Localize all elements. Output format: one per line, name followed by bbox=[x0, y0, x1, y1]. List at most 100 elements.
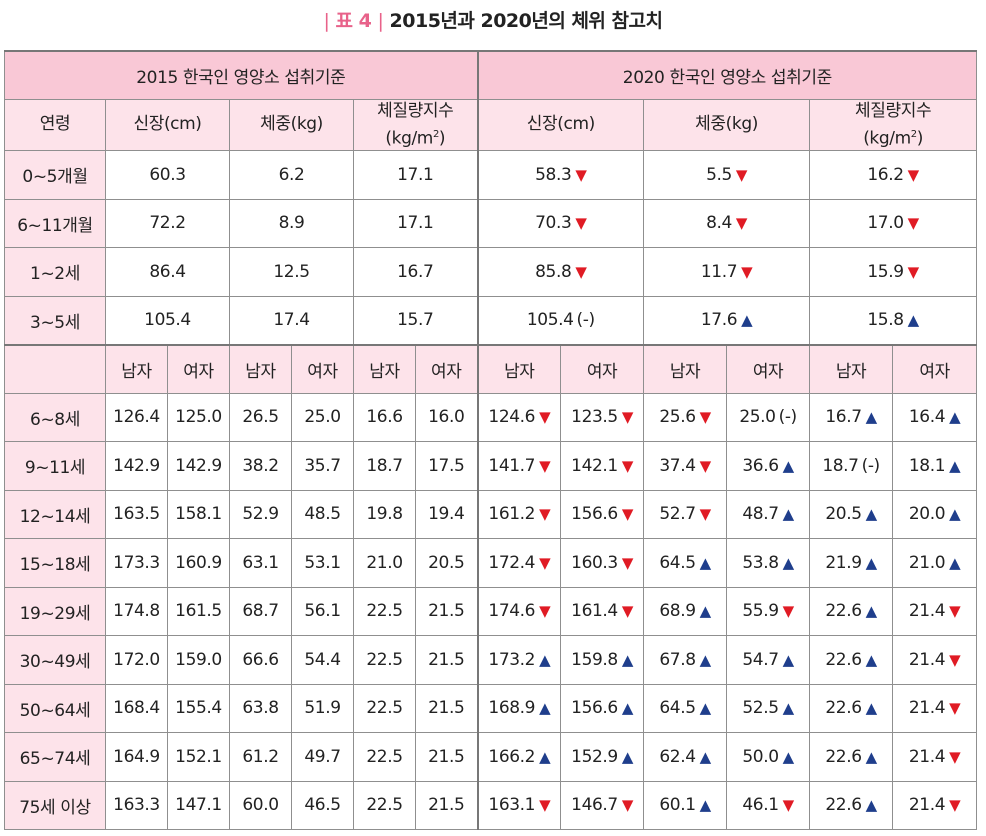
weight-male-2020-cell: 52.7 ▼ bbox=[643, 489, 728, 540]
up-triangle-icon: ▲ bbox=[949, 408, 961, 427]
bmi-male-2020-cell: 20.5 ▲ bbox=[809, 489, 894, 540]
cell-value: 25.0 bbox=[739, 407, 776, 428]
down-triangle-icon: ▼ bbox=[949, 747, 961, 766]
cell-value: 52.7 bbox=[659, 504, 696, 525]
height-male-2015-cell: 173.3 bbox=[105, 538, 168, 588]
cell-value: 54.4 bbox=[304, 649, 341, 670]
height-female-2020-cell: 156.6 ▲ bbox=[560, 683, 645, 734]
cell-value: 21.5 bbox=[428, 601, 465, 622]
bmi-male-2020-cell: 22.6 ▲ bbox=[809, 586, 894, 637]
cell-value: 17.4 bbox=[273, 310, 310, 331]
down-triangle-icon: ▼ bbox=[575, 262, 587, 281]
height-male-2020-cell: 161.2 ▼ bbox=[476, 489, 562, 540]
bmi-male-2020-cell: 22.6 ▲ bbox=[809, 635, 894, 685]
down-triangle-icon: ▼ bbox=[782, 602, 795, 621]
down-triangle-icon: ▼ bbox=[539, 456, 551, 475]
height-female-2015-cell: 155.4 bbox=[167, 683, 230, 734]
down-triangle-icon: ▼ bbox=[621, 602, 634, 621]
up-triangle-icon: ▲ bbox=[621, 747, 634, 766]
table-number: 표 4 bbox=[335, 10, 372, 32]
cell-value: 163.3 bbox=[113, 795, 160, 816]
cell-value: 161.2 bbox=[488, 504, 536, 525]
cell-value: 173.3 bbox=[113, 552, 160, 573]
up-triangle-icon: ▲ bbox=[699, 747, 712, 766]
age-cell: 50~64세 bbox=[4, 683, 106, 734]
bmi-2015-cell: 16.7 bbox=[352, 247, 479, 297]
table-row: 9~11세 142.9 142.9 38.2 35.7 18.7 17.5 141.7 ▼ 142… bbox=[4, 441, 978, 491]
height-female-2015-cell: 161.5 bbox=[167, 586, 230, 637]
weight-female-2015-cell: 48.5 bbox=[291, 489, 354, 540]
cell-value: 12.5 bbox=[273, 261, 310, 282]
cell-value: 22.6 bbox=[825, 795, 862, 816]
bmi-header-line2: (kg/m2) bbox=[385, 128, 446, 149]
bmi-female-2015-cell: 21.5 bbox=[414, 635, 479, 685]
bmi-male-2015-cell: 16.6 bbox=[353, 392, 416, 443]
cell-value: 164.9 bbox=[113, 746, 160, 767]
bmi-female-2020-cell: 20.0 ▲ bbox=[892, 489, 978, 540]
height-2020-cell: 70.3 ▼ bbox=[476, 198, 645, 249]
weight-header-2015: 체중(kg) bbox=[229, 98, 354, 152]
weight-male-2015-cell: 63.8 bbox=[229, 683, 292, 734]
weight-female-2015-cell: 49.7 bbox=[291, 732, 354, 782]
height-male-2015-cell: 172.0 bbox=[105, 635, 168, 685]
up-triangle-icon: ▲ bbox=[782, 456, 795, 475]
cell-value: 56.1 bbox=[304, 601, 341, 622]
cell-value: 146.7 bbox=[571, 795, 618, 816]
down-triangle-icon: ▼ bbox=[539, 796, 551, 815]
age-cell: 12~14세 bbox=[4, 489, 106, 540]
weight-female-2015-cell: 56.1 bbox=[291, 586, 354, 637]
weight-female-2015-cell: 51.9 bbox=[291, 683, 354, 734]
height-2020-cell: 85.8 ▼ bbox=[476, 247, 645, 297]
down-triangle-icon: ▼ bbox=[949, 602, 961, 621]
bmi-male-2015-cell: 18.7 bbox=[353, 441, 416, 491]
cell-value: 158.1 bbox=[175, 504, 222, 525]
weight-male-2015-cell: 66.6 bbox=[229, 635, 292, 685]
cell-value: 21.5 bbox=[428, 649, 465, 670]
weight-female-2020-cell: 25.0 (-) bbox=[726, 392, 811, 443]
bmi-male-2020-cell: 22.6 ▲ bbox=[809, 780, 894, 831]
bmi-2020-cell: 17.0 ▼ bbox=[809, 198, 978, 249]
table-row: 6~8세 126.4 125.0 26.5 25.0 16.6 16.0 124.6 ▼ 123.… bbox=[4, 392, 978, 443]
cell-value: 16.7 bbox=[825, 407, 862, 428]
bmi-female-2015-cell: 19.4 bbox=[414, 489, 479, 540]
cell-value: 1~2세 bbox=[30, 264, 80, 285]
cell-value: 여자 bbox=[752, 361, 784, 382]
weight-2015-cell: 12.5 bbox=[229, 247, 354, 297]
down-triangle-icon: ▼ bbox=[539, 602, 551, 621]
table-row: 12~14세 163.5 158.1 52.9 48.5 19.8 19.4 161.2 ▼ 15… bbox=[4, 489, 978, 540]
blank-header-cell bbox=[4, 343, 106, 394]
group-header-2015: 2015 한국인 영양소 섭취기준 bbox=[3, 50, 479, 100]
cell-value: 52.9 bbox=[242, 504, 279, 525]
down-triangle-icon: ▼ bbox=[539, 408, 551, 427]
up-triangle-icon: ▲ bbox=[865, 408, 878, 427]
up-triangle-icon: ▲ bbox=[782, 505, 795, 524]
cell-value: 22.5 bbox=[366, 698, 403, 719]
cell-value: 22.5 bbox=[366, 601, 403, 622]
female-header: 여자 bbox=[414, 343, 479, 394]
cell-value: 125.0 bbox=[175, 407, 222, 428]
up-triangle-icon: ▲ bbox=[865, 553, 878, 572]
down-triangle-icon: ▼ bbox=[735, 214, 748, 233]
cell-value: 21.4 bbox=[908, 601, 946, 622]
age-cell: 30~49세 bbox=[4, 635, 106, 685]
table-row: 0~5개월 60.3 6.2 17.1 58.3 ▼ 5.5 ▼ 16.2 ▼ bbox=[4, 150, 978, 200]
bmi-2020-cell: 15.9 ▼ bbox=[809, 247, 978, 297]
cell-value: 63.8 bbox=[242, 698, 279, 719]
cell-value: 6~11개월 bbox=[17, 215, 93, 236]
up-triangle-icon: ▲ bbox=[949, 505, 961, 524]
weight-female-2015-cell: 54.4 bbox=[291, 635, 354, 685]
up-triangle-icon: ▲ bbox=[699, 553, 712, 572]
weight-male-2015-cell: 61.2 bbox=[229, 732, 292, 782]
up-triangle-icon: ▲ bbox=[865, 747, 878, 766]
cell-value: 25.6 bbox=[659, 407, 696, 428]
up-triangle-icon: ▲ bbox=[699, 602, 712, 621]
down-triangle-icon: ▼ bbox=[699, 456, 712, 475]
down-triangle-icon: ▼ bbox=[621, 505, 634, 524]
cell-value: 174.6 bbox=[488, 601, 536, 622]
bmi-header-line1: 체질량지수 bbox=[377, 100, 454, 121]
cell-value: 156.6 bbox=[571, 698, 618, 719]
cell-value: 105.4 bbox=[144, 310, 191, 331]
down-triangle-icon: ▼ bbox=[621, 408, 634, 427]
height-female-2015-cell: 142.9 bbox=[167, 441, 230, 491]
age-cell: 65~74세 bbox=[4, 732, 106, 782]
